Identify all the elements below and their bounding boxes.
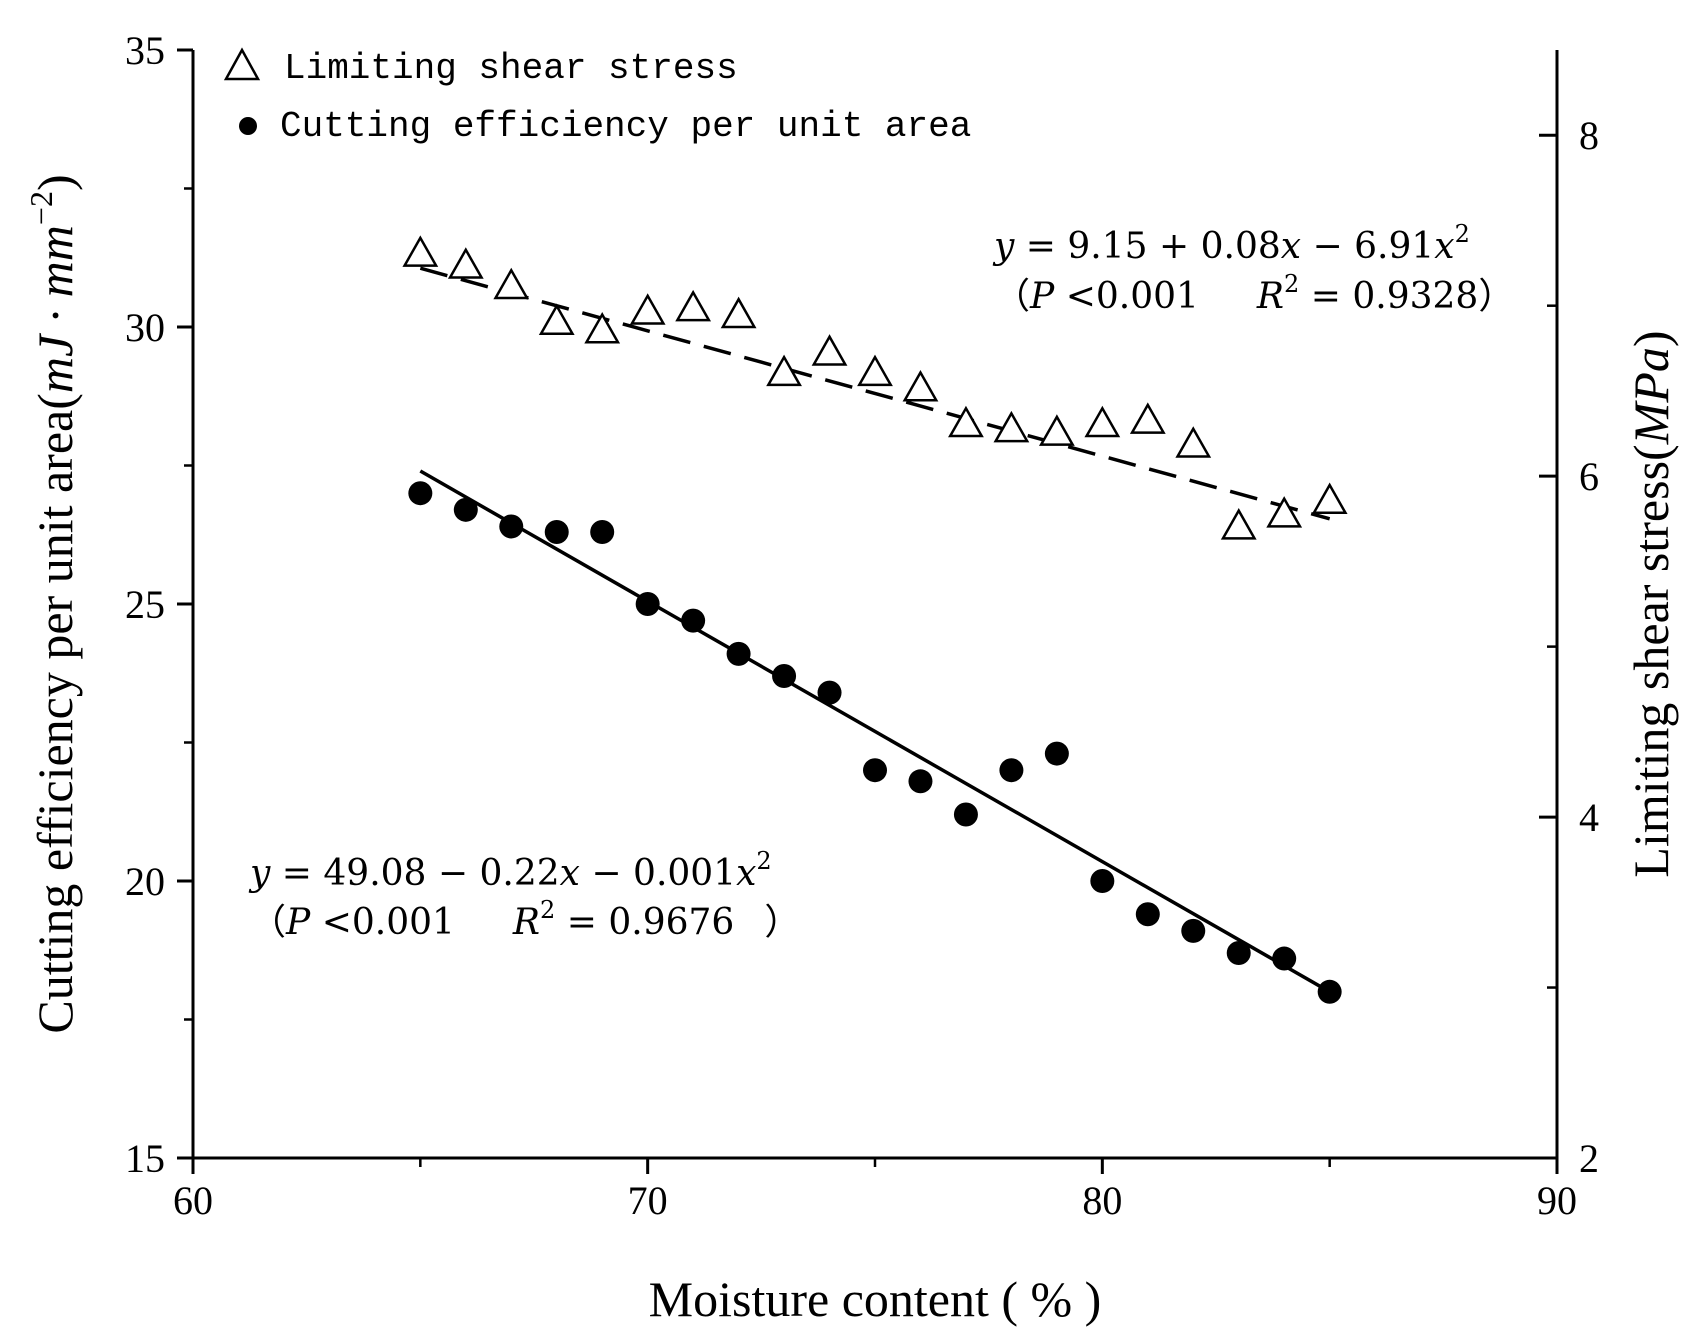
cutting-efficiency-point	[863, 758, 887, 783]
cutting-efficiency-point	[1044, 741, 1069, 766]
fit-lines	[419, 266, 1331, 994]
cutting-efficiency-point	[817, 680, 842, 705]
tick-labels: 60 70 80 90 15 20 25 30 35 2 4 6 8	[125, 28, 1599, 1223]
left-y-tick-label: 30	[125, 305, 165, 350]
cutting-efficiency-point	[1181, 918, 1206, 943]
left-y-title-close: )	[27, 174, 83, 191]
shear-stress-point	[766, 354, 802, 387]
cutting-equation-line2: （P <0.001 R2 = 0.9676）	[250, 896, 800, 943]
shear-stress-point	[493, 267, 530, 300]
right-y-title-unit: MPa	[1623, 347, 1679, 445]
cutting-efficiency-point	[1317, 979, 1342, 1004]
shear-stress-point	[1038, 414, 1075, 446]
right-y-tick-label: 2	[1579, 1136, 1599, 1181]
cutting-efficiency-point	[408, 481, 433, 506]
left-y-tick-label: 35	[125, 28, 165, 73]
shear-stress-point	[447, 247, 484, 279]
shear-stress-point	[1084, 405, 1121, 438]
legend-triangle-marker	[223, 47, 261, 81]
shear-stress-point	[720, 296, 757, 329]
cutting-efficiency-point	[590, 519, 615, 544]
shear-stress-point	[902, 369, 939, 402]
cutting-fit-equation: y = 49.08 − 0.22x − 0.001x2 （P <0.001 R2 …	[248, 847, 800, 943]
shear-equation-line2: （P <0.001 R2 = 0.9328）	[994, 270, 1514, 317]
shear-stress-point	[857, 354, 893, 387]
cutting-equation-line1: y = 49.08 − 0.22x − 0.001x2	[248, 847, 772, 894]
cutting-efficiency-point	[1272, 946, 1297, 971]
right-y-title-main: Limiting shear stress(	[1623, 444, 1679, 877]
cutting-efficiency-point	[1135, 902, 1160, 927]
legend-label-shear: Limiting shear stress	[284, 48, 738, 89]
right-y-axis-title: Limiting shear stress(MPa)	[1623, 330, 1679, 877]
right-y-tick-label: 6	[1579, 454, 1599, 499]
cutting-efficiency-point	[544, 519, 569, 544]
shear-stress-point	[402, 235, 439, 267]
ticks	[177, 48, 1559, 1174]
cutting-efficiency-point	[499, 514, 524, 539]
left-y-tick-label: 20	[125, 859, 165, 904]
cutting-efficiency-point	[1226, 941, 1251, 966]
shear-stress-point	[1311, 482, 1348, 515]
right-y-tick-label: 8	[1579, 113, 1599, 158]
shear-stress-point	[993, 410, 1030, 443]
shear-stress-point	[948, 405, 984, 438]
cutting-efficiency-point	[681, 608, 706, 633]
shear-equation-line1: y = 9.15 + 0.08x − 6.91x2	[992, 220, 1470, 267]
shear-fit-line	[419, 266, 1331, 521]
x-tick-label: 70	[628, 1178, 668, 1223]
shear-stress-point	[629, 293, 666, 325]
shear-stress-point	[538, 303, 575, 336]
left-y-title-exp: −2	[23, 191, 59, 225]
shear-stress-point	[1129, 402, 1166, 434]
data-points	[402, 235, 1348, 1004]
left-y-title-unit: mJ · mm	[27, 225, 83, 393]
axes	[191, 50, 1559, 1160]
shear-stress-point	[675, 289, 712, 322]
x-tick-label: 80	[1082, 1178, 1122, 1223]
legend: Limiting shear stress Cutting efficiency…	[223, 47, 971, 147]
left-y-tick-label: 15	[125, 1136, 165, 1181]
cutting-efficiency-point	[1090, 869, 1115, 893]
legend-label-cutting: Cutting efficiency per unit area	[280, 106, 971, 147]
shear-stress-point	[1266, 496, 1303, 528]
cutting-efficiency-point	[953, 802, 978, 827]
cutting-efficiency-point	[999, 758, 1024, 783]
right-y-tick-label: 4	[1579, 795, 1599, 840]
cutting-efficiency-point	[908, 769, 933, 794]
cutting-efficiency-point	[635, 592, 660, 616]
shear-fit-equation: y = 9.15 + 0.08x − 6.91x2 （P <0.001 R2 = …	[992, 220, 1514, 317]
shear-stress-point	[1220, 508, 1257, 540]
left-y-title-main: Cutting efficiency per unit area(	[27, 393, 83, 1033]
cutting-fit-line	[419, 469, 1331, 994]
left-y-tick-label: 25	[125, 582, 165, 627]
cutting-efficiency-point	[772, 664, 797, 689]
shear-stress-point	[1175, 426, 1212, 458]
right-y-title-close: )	[1623, 330, 1679, 347]
shear-stress-point	[584, 312, 621, 344]
left-y-axis-title: Cutting efficiency per unit area(mJ · mm…	[23, 174, 83, 1033]
x-tick-label: 60	[173, 1178, 213, 1223]
shear-stress-point	[811, 334, 848, 366]
legend-circle-marker	[239, 117, 257, 135]
cutting-efficiency-point	[726, 641, 751, 666]
x-tick-label: 90	[1537, 1178, 1577, 1223]
x-axis-title: Moisture content ( % )	[649, 1271, 1102, 1327]
cutting-efficiency-point	[453, 497, 478, 522]
